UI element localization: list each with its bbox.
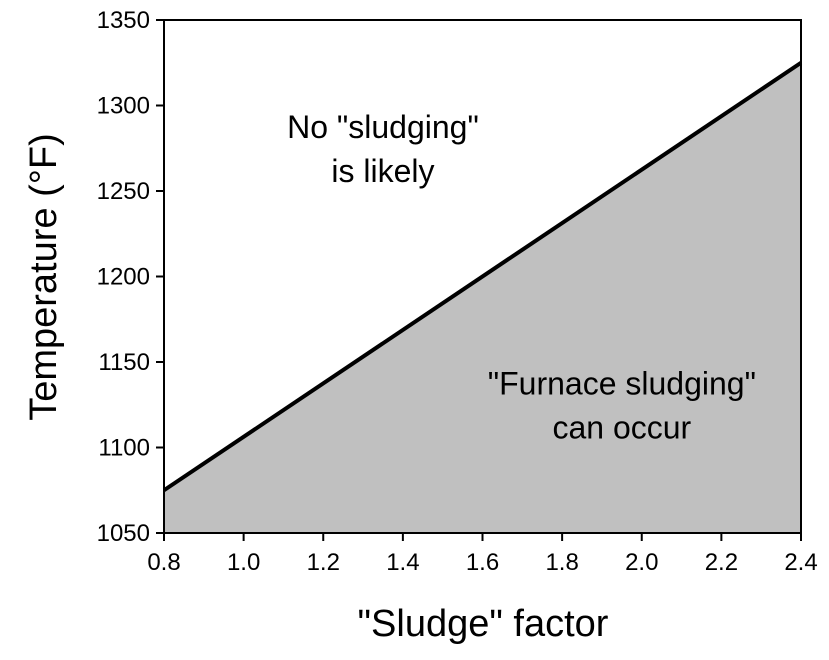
y-tick-label: 1300 <box>97 93 150 120</box>
no-sludging-label-line1: No "sludging" <box>287 109 479 145</box>
x-axis-title: "Sludge" factor <box>358 603 609 645</box>
furnace-sludging-label-line2: can occur <box>552 410 691 446</box>
y-tick-label: 1050 <box>97 520 150 547</box>
y-tick-label: 1100 <box>98 435 150 462</box>
no-sludging-label-line2: is likely <box>331 153 434 189</box>
y-tick-label: 1200 <box>97 264 150 291</box>
x-tick-label: 2.0 <box>625 549 658 576</box>
y-tick-label: 1250 <box>97 178 150 205</box>
sludging-region <box>164 62 801 533</box>
x-tick-label: 1.0 <box>227 549 260 576</box>
x-tick-label: 0.8 <box>147 549 180 576</box>
x-tick-label: 2.2 <box>705 549 738 576</box>
x-axis-ticks: 0.8 1.0 1.2 1.4 1.6 1.8 2.0 2.2 2.4 <box>147 533 818 576</box>
x-tick-label: 1.4 <box>386 549 419 576</box>
boundary-line <box>162 61 803 492</box>
x-tick-label: 1.2 <box>307 549 340 576</box>
y-axis-title: Temperature (°F) <box>23 133 65 421</box>
x-tick-label: 1.6 <box>466 549 499 576</box>
y-axis-ticks: 1050 1100 1150 1200 1250 1300 1350 <box>97 7 164 547</box>
y-tick-label: 1350 <box>97 7 150 34</box>
x-tick-label: 1.8 <box>545 549 578 576</box>
furnace-sludging-label-line1: "Furnace sludging" <box>488 366 756 402</box>
x-tick-label: 2.4 <box>784 549 817 576</box>
y-tick-label: 1150 <box>98 349 150 376</box>
